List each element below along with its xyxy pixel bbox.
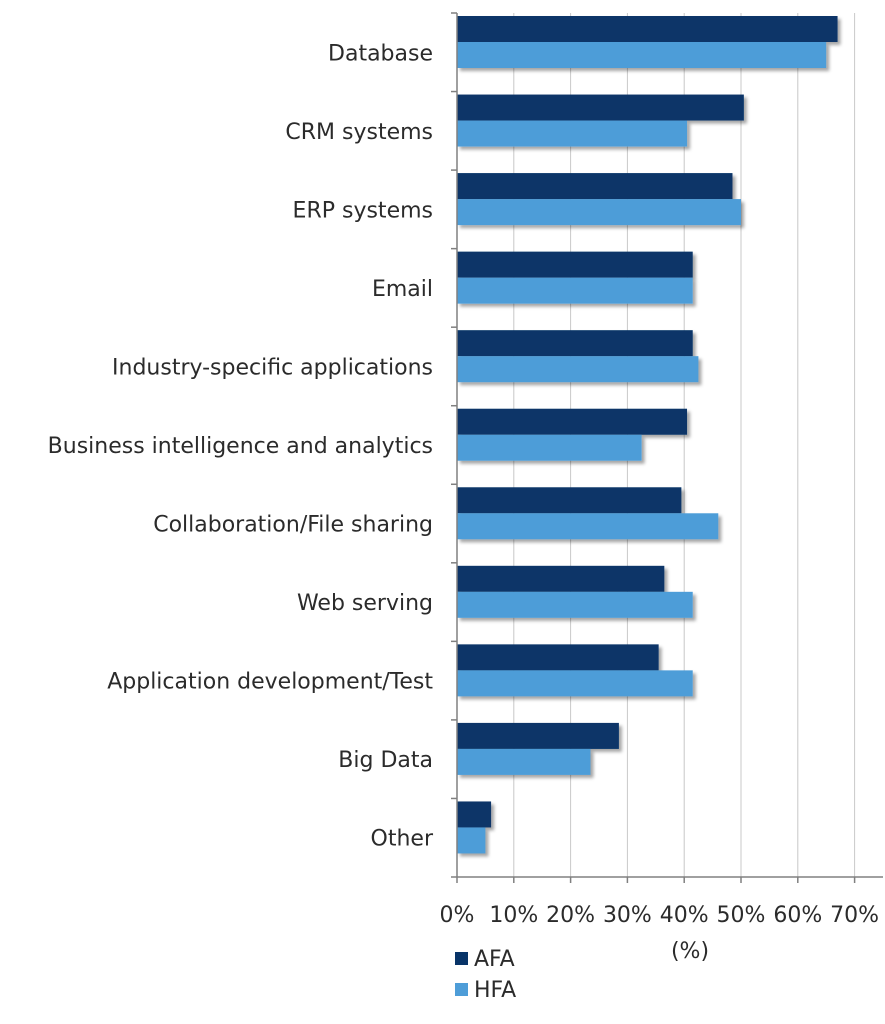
category-label-5: Business intelligence and analytics bbox=[48, 434, 433, 459]
x-tick-label-2: 20% bbox=[546, 903, 595, 928]
legend-swatch-hfa bbox=[455, 983, 468, 996]
category-label-6: Collaboration/File sharing bbox=[153, 513, 433, 538]
category-label-8: Application development/Test bbox=[107, 670, 433, 695]
tick-labels: 0% 10% 20% 30% 40% 50% 60% 70% bbox=[440, 903, 880, 928]
bar-afa-0 bbox=[457, 16, 838, 42]
bar-afa-10 bbox=[457, 801, 492, 828]
x-tick-label-1: 10% bbox=[489, 903, 538, 928]
category-label-4: Industry-specific applications bbox=[112, 355, 433, 380]
bar-afa-7 bbox=[457, 565, 665, 592]
x-tick-label-4: 40% bbox=[660, 903, 709, 928]
bar-hfa-6 bbox=[457, 513, 719, 540]
bar-hfa-10 bbox=[457, 827, 486, 854]
x-tick-label-0: 0% bbox=[440, 903, 475, 928]
category-label-10: Other bbox=[371, 827, 434, 852]
category-labels: Database CRM systems ERP systems Email Indus… bbox=[48, 41, 434, 851]
x-axis-title: (%) bbox=[671, 939, 709, 964]
bar-afa-1 bbox=[457, 94, 744, 121]
bar-hfa-9 bbox=[457, 748, 591, 775]
bars bbox=[457, 16, 838, 854]
bar-afa-5 bbox=[457, 408, 688, 435]
category-label-1: CRM systems bbox=[285, 120, 433, 145]
bar-afa-9 bbox=[457, 722, 619, 749]
legend-label-afa: AFA bbox=[474, 947, 515, 972]
bar-hfa-0 bbox=[457, 42, 827, 68]
bar-afa-4 bbox=[457, 330, 693, 357]
x-tick-label-3: 30% bbox=[603, 903, 652, 928]
legend: AFA HFA bbox=[455, 947, 516, 1003]
bar-hfa-1 bbox=[457, 120, 688, 147]
category-label-0: Database bbox=[328, 41, 433, 66]
category-label-7: Web serving bbox=[297, 591, 433, 616]
x-tick-label-5: 50% bbox=[717, 903, 766, 928]
bar-afa-8 bbox=[457, 644, 659, 671]
category-label-9: Big Data bbox=[338, 748, 433, 773]
bar-hfa-5 bbox=[457, 434, 642, 461]
category-label-2: ERP systems bbox=[293, 198, 433, 223]
bar-afa-6 bbox=[457, 487, 682, 514]
bar-hfa-7 bbox=[457, 591, 693, 618]
bar-hfa-8 bbox=[457, 670, 693, 697]
bar-hfa-2 bbox=[457, 199, 741, 226]
bar-afa-2 bbox=[457, 173, 733, 200]
category-label-3: Email bbox=[372, 277, 433, 302]
x-tick-label-6: 60% bbox=[773, 903, 822, 928]
bar-hfa-3 bbox=[457, 277, 693, 304]
bar-afa-3 bbox=[457, 251, 693, 278]
x-tick-label-7: 70% bbox=[830, 903, 879, 928]
bar-hfa-4 bbox=[457, 356, 699, 383]
legend-swatch-afa bbox=[455, 952, 468, 965]
legend-label-hfa: HFA bbox=[474, 978, 516, 1003]
axes bbox=[451, 12, 883, 883]
